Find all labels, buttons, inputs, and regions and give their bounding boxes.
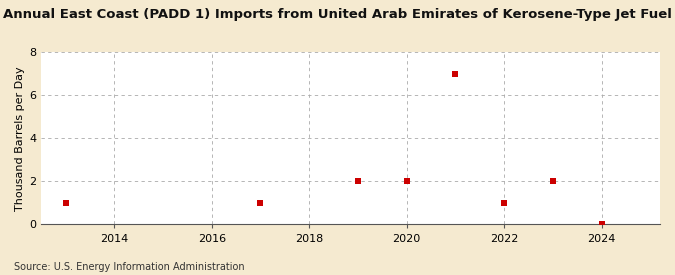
Point [547,179,558,183]
Point [401,179,412,183]
Y-axis label: Thousand Barrels per Day: Thousand Barrels per Day [15,66,25,211]
Text: Source: U.S. Energy Information Administration: Source: U.S. Energy Information Administ… [14,262,244,272]
Point [60,201,71,205]
Point [352,179,363,183]
Text: Annual East Coast (PADD 1) Imports from United Arab Emirates of Kerosene-Type Je: Annual East Coast (PADD 1) Imports from … [3,8,672,21]
Point [596,221,607,226]
Point [450,71,461,76]
Point [255,201,266,205]
Point [499,201,510,205]
